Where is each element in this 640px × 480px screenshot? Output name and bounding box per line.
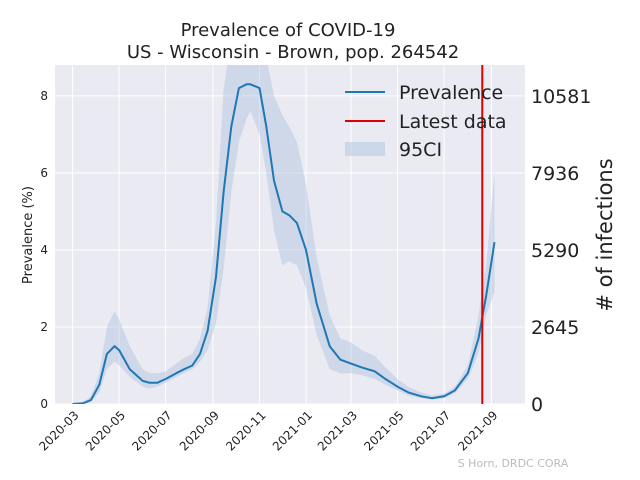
y2-tick-label: 5290	[531, 240, 579, 262]
x-tick-label: 2021-05	[361, 408, 406, 453]
legend: Prevalence Latest data 95CI	[345, 82, 507, 161]
y-axis-label: Prevalence (%)	[21, 186, 36, 284]
x-tick-label: 2021-09	[455, 408, 500, 453]
legend-label: 95CI	[399, 139, 442, 161]
y2-axis-label: # of infections	[593, 158, 617, 311]
legend-label: Prevalence	[399, 82, 503, 104]
plot-area	[55, 65, 525, 404]
legend-label: Latest data	[399, 111, 507, 133]
y2-tick-label: 0	[531, 394, 543, 416]
y2-tick-label: 10581	[531, 86, 591, 108]
x-tick-label: 2021-01	[270, 408, 315, 453]
legend-swatch	[345, 142, 385, 156]
x-tick-label: 2020-07	[129, 408, 174, 453]
y-tick-label: 2	[40, 320, 48, 334]
y-tick-label: 8	[40, 89, 48, 103]
x-tick-label: 2021-07	[408, 408, 453, 453]
x-tick-label: 2020-03	[36, 408, 81, 453]
x-tick-label: 2020-11	[223, 408, 268, 453]
x-tick-label: 2020-09	[177, 408, 222, 453]
ci-band-area	[72, 65, 495, 404]
y2-tick-label: 2645	[531, 317, 579, 339]
y2-tick-label: 7936	[531, 163, 579, 185]
x-tick-label: 2021-03	[315, 408, 360, 453]
credit-text: S Horn, DRDC CORA	[458, 457, 569, 470]
chart-subtitle: US - Wisconsin - Brown, pop. 264542	[127, 42, 459, 63]
prevalence-series	[72, 83, 496, 404]
grid	[55, 65, 525, 405]
ci-band	[72, 65, 495, 404]
prevalence-line	[72, 83, 496, 404]
y-tick-label: 0	[40, 397, 48, 411]
chart-title: Prevalence of COVID-19	[181, 20, 396, 41]
y-tick-label: 4	[40, 243, 48, 257]
x-tick-label: 2020-05	[83, 408, 128, 453]
y-tick-label: 6	[40, 166, 48, 180]
